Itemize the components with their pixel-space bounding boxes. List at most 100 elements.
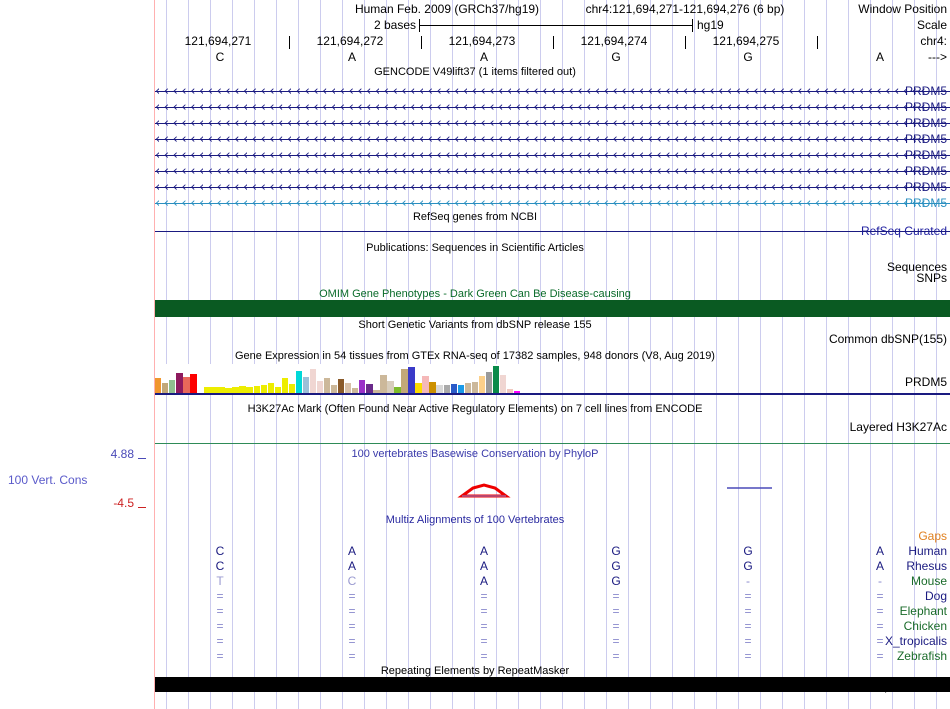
alignment-base: T [216, 574, 224, 588]
gtex-tissue-bar [366, 384, 373, 393]
gtex-tissue-bar [380, 375, 387, 393]
gene-intron-line [155, 171, 950, 172]
alignment-base: = [744, 649, 752, 663]
ruler-tick-label: 121,694,275 [712, 34, 780, 48]
species-label[interactable]: Human [908, 544, 947, 558]
alignment-base: = [480, 604, 488, 618]
gtex-tissue-bar [464, 383, 472, 393]
gene-strand-arrows: ‹‹‹‹‹‹‹‹‹‹‹‹‹‹‹‹‹‹‹‹‹‹‹‹‹‹‹‹‹‹‹‹‹‹‹‹‹‹‹‹… [155, 165, 930, 179]
grid-line [848, 0, 849, 709]
gene-strand-arrows: ‹‹‹‹‹‹‹‹‹‹‹‹‹‹‹‹‹‹‹‹‹‹‹‹‹‹‹‹‹‹‹‹‹‹‹‹‹‹‹‹… [155, 101, 930, 115]
alignment-base: = [216, 649, 224, 663]
gtex-tissue-bar [211, 387, 218, 393]
alignment-base: G [743, 544, 753, 558]
alignment-base: A [347, 559, 356, 573]
alignment-base: = [876, 619, 884, 633]
grid-line [716, 0, 717, 709]
alignment-base: C [215, 544, 225, 558]
omim-track-title: OMIM Gene Phenotypes - Dark Green Can Be… [319, 288, 631, 300]
gene-intron-line [155, 187, 950, 188]
species-label[interactable]: Rhesus [906, 559, 947, 573]
species-label[interactable]: Dog [924, 589, 947, 603]
alignment-base: = [612, 634, 620, 648]
alignment-base: = [612, 589, 620, 603]
gtex-tissue-bar [429, 382, 436, 393]
species-label[interactable]: Elephant [899, 604, 947, 618]
species-label[interactable]: Mouse [910, 574, 947, 588]
sequence-base: A [479, 50, 488, 64]
common-dbsnp-label[interactable]: Common dbSNP(155) [828, 332, 947, 346]
grid-line [232, 0, 233, 709]
phylop-track-title: 100 vertebrates Basewise Conservation by… [351, 448, 599, 460]
alignment-base: G [611, 544, 621, 558]
grid-line [738, 0, 739, 709]
gene-intron-line [155, 91, 950, 92]
gene-intron-line [155, 107, 950, 108]
alignment-base: = [480, 649, 488, 663]
grid-line [452, 0, 453, 709]
repeatmasker-track-title: Repeating Elements by RepeatMasker [380, 665, 570, 677]
gtex-tissue-bar [401, 369, 408, 393]
publications-sequences-label[interactable]: Sequences [886, 260, 947, 274]
gtex-tissue-bar [246, 387, 253, 393]
gtex-tissue-bar [281, 378, 289, 393]
alignment-base: = [744, 589, 752, 603]
alignment-base: - [878, 574, 882, 588]
h3k27ac-track-title: H3K27Ac Mark (Often Found Near Active Re… [247, 403, 703, 415]
assembly-text: Human Feb. 2009 (GRCh37/hg19) [354, 2, 540, 16]
gene-strand-arrows: ‹‹‹‹‹‹‹‹‹‹‹‹‹‹‹‹‹‹‹‹‹‹‹‹‹‹‹‹‹‹‹‹‹‹‹‹‹‹‹‹… [155, 85, 930, 99]
alignment-base: A [875, 544, 884, 558]
ruler-tick-mark [817, 36, 818, 49]
grid-line [694, 0, 695, 709]
alignment-base: = [876, 604, 884, 618]
ruler-tick-mark [553, 36, 554, 49]
species-label[interactable]: Zebrafish [896, 649, 947, 663]
alignment-base: G [611, 574, 621, 588]
window-position-label: Window Position [858, 2, 947, 16]
scale-bar [419, 25, 693, 26]
gtex-tissue-bar [218, 387, 225, 393]
repeatmasker-feature-bar [155, 677, 950, 692]
publications-snps-label[interactable]: SNPs [916, 271, 947, 285]
ruler-tick-label: 121,694,273 [448, 34, 516, 48]
grid-line [364, 0, 365, 709]
gtex-gene-label[interactable]: PRDM5 [904, 375, 947, 389]
gtex-tissue-bar [295, 371, 303, 393]
alignment-base: A [479, 544, 488, 558]
phylop-conservation-plot [155, 444, 950, 508]
grid-line [254, 0, 255, 709]
alignment-base: = [216, 604, 224, 618]
gene-intron-line [155, 203, 950, 204]
phylop-track-label[interactable]: 100 Vert. Cons [8, 473, 88, 487]
alignment-base: - [746, 574, 750, 588]
gtex-tissue-bar [302, 377, 310, 393]
gtex-tissue-bar [253, 386, 260, 393]
gtex-tissue-bar [274, 387, 282, 393]
alignment-base: = [612, 604, 620, 618]
alignment-base: A [479, 574, 488, 588]
grid-line [298, 0, 299, 709]
alignment-base: = [480, 619, 488, 633]
alignment-base: A [347, 544, 356, 558]
label-divider [154, 0, 155, 709]
gtex-tissue-bar [492, 366, 500, 393]
alignment-base: = [348, 634, 356, 648]
layered-h3k27ac-label[interactable]: Layered H3K27Ac [849, 420, 947, 434]
scale-label: Scale [916, 18, 947, 32]
scale-bar-label: 2 bases [373, 18, 416, 32]
scale-bar-cap-left [419, 19, 420, 32]
gtex-tissue-bar [506, 389, 514, 393]
gtex-tissue-bar [485, 372, 493, 393]
alignment-base: A [875, 559, 884, 573]
gaps-label[interactable]: Gaps [918, 529, 947, 543]
species-label[interactable]: Chicken [903, 619, 947, 633]
phylop-min-label: -4.5 [113, 496, 134, 510]
omim-feature-bar [155, 300, 950, 317]
grid-line [870, 0, 871, 709]
gtex-tissue-bar [323, 378, 331, 393]
gtex-tissue-bar [190, 374, 197, 393]
gtex-baseline [155, 393, 950, 395]
species-label[interactable]: X_tropicalis [884, 634, 947, 648]
ruler-tick-label: 121,694,272 [316, 34, 384, 48]
ruler-tick-mark [289, 36, 290, 49]
